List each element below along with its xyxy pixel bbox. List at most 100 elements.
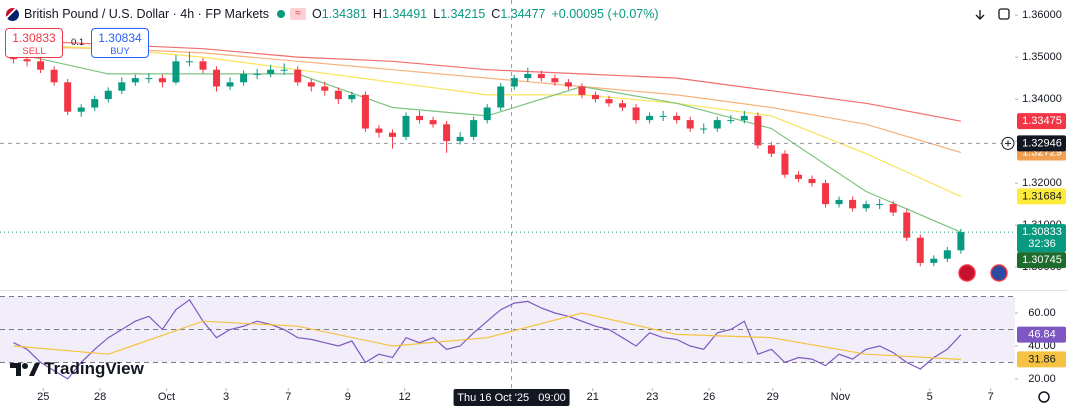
candle-body <box>835 199 843 205</box>
rsi-tag <box>1017 351 1066 368</box>
rsi-tag-label: 31.86 <box>1028 353 1056 365</box>
buy-price: 1.30834 <box>98 31 142 45</box>
candle-body <box>727 120 735 122</box>
candle-body <box>321 86 329 91</box>
reset-icon[interactable] <box>998 8 1010 20</box>
candle-body <box>876 204 884 206</box>
candle-body <box>537 73 545 79</box>
candle-body <box>686 120 694 129</box>
market-status <box>277 10 285 18</box>
candle-body <box>781 153 789 175</box>
x-tick-label: Oct <box>158 391 175 403</box>
event-icons <box>958 264 1008 282</box>
candle-body <box>348 94 356 100</box>
series-line <box>13 312 961 360</box>
sell-button[interactable]: 1.30833 SELL <box>5 28 63 58</box>
settings-icon[interactable] <box>1038 391 1050 403</box>
candle-body <box>794 174 802 179</box>
candle-body <box>199 61 207 70</box>
price-tag-label: 1.30833 <box>1022 226 1062 238</box>
candle-body <box>50 69 58 83</box>
ohlc-label: O <box>312 7 322 21</box>
candle-body <box>145 78 153 80</box>
candle-body <box>172 61 180 83</box>
candle-body <box>307 82 315 87</box>
data-badge: ≈ <box>290 8 306 20</box>
candle-body <box>334 90 342 100</box>
candle-body <box>388 132 396 137</box>
candle-body <box>131 78 139 83</box>
ohlc-value: 1.34381 <box>321 7 367 21</box>
candle-body <box>483 107 491 121</box>
candle-body <box>578 86 586 95</box>
y-tick-label: 1.34000 <box>1022 93 1062 105</box>
ohlc-label: H <box>372 7 382 21</box>
ohlc-values: O1.34381 H1.34491 L1.34215 C1.34477 <box>312 7 552 21</box>
candle-body <box>497 86 505 108</box>
candle-body <box>226 82 234 87</box>
logo-text: TradingView <box>44 359 144 378</box>
buy-label: BUY <box>110 46 130 57</box>
x-tick-label: 23 <box>646 391 658 403</box>
candle-body <box>673 115 681 121</box>
series-line <box>13 43 962 197</box>
candle-body <box>862 204 870 209</box>
symbol-title: British Pound / U.S. Dollar · 4h · FP Ma… <box>24 7 269 21</box>
candle-body <box>849 199 857 209</box>
candle-body <box>510 78 518 87</box>
candle-body <box>240 73 248 83</box>
candle-body <box>564 82 572 87</box>
price-tag <box>1017 113 1066 130</box>
buy-button[interactable]: 1.30834 BUY <box>91 28 149 58</box>
candle-body <box>185 61 193 63</box>
candle-body <box>713 120 721 129</box>
x-tick-label: Nov <box>831 391 851 403</box>
x-tick-label: 3 <box>223 391 229 403</box>
candle-body <box>375 128 383 133</box>
ohlc-value: 1.34491 <box>381 7 428 21</box>
candle-body <box>619 103 627 108</box>
candle-body <box>903 212 911 238</box>
logo-mark <box>10 363 40 376</box>
down-icon <box>975 10 985 20</box>
series-line <box>13 46 962 154</box>
ohlc-label: L <box>433 7 441 21</box>
ohlc-value: 1.34215 <box>440 7 486 21</box>
candle-body <box>158 78 166 83</box>
candle-body <box>10 57 18 60</box>
candle-body <box>416 115 424 121</box>
candle-body <box>659 115 667 117</box>
candle-body <box>591 94 599 100</box>
candle-body <box>943 250 951 259</box>
spread: 0.1 <box>71 37 85 48</box>
candle-body <box>402 115 410 137</box>
y-tick-label: 20.00 <box>1028 373 1056 385</box>
sell-label: SELL <box>22 46 46 57</box>
price-tag-label: 1.30745 <box>1022 254 1062 266</box>
price-tag <box>1017 252 1066 269</box>
candle-body <box>443 124 451 142</box>
candle-body <box>361 94 369 129</box>
y-tick-label: 1.36000 <box>1022 9 1062 21</box>
sell-price: 1.30833 <box>12 31 56 45</box>
x-tick-label: 7 <box>988 391 994 403</box>
y-tick-label: 40.00 <box>1028 340 1056 352</box>
crosshair-date-box <box>453 389 570 406</box>
legend: British Pound / U.S. Dollar · 4h · FP Ma… <box>6 5 665 23</box>
ohlc-value: 1.34477 <box>500 7 546 21</box>
candle-body <box>754 115 762 146</box>
price-tag-label: 1.33475 <box>1022 115 1062 127</box>
crosshair-price-box <box>1017 135 1066 152</box>
candle-body <box>740 115 748 121</box>
candle-body <box>23 59 31 62</box>
x-tick-label: 28 <box>94 391 106 403</box>
countdown: 32:36 <box>1028 238 1056 250</box>
x-tick-label: 29 <box>767 391 779 403</box>
price-tag <box>1017 224 1066 253</box>
crosshair-date: Thu 16 Oct '25 09:00 <box>457 392 566 404</box>
x-tick-label: 7 <box>285 391 291 403</box>
candle-body <box>429 120 437 125</box>
change: +0.00095 (+0.07%) <box>551 7 659 21</box>
ohlc-label: C <box>491 7 501 21</box>
